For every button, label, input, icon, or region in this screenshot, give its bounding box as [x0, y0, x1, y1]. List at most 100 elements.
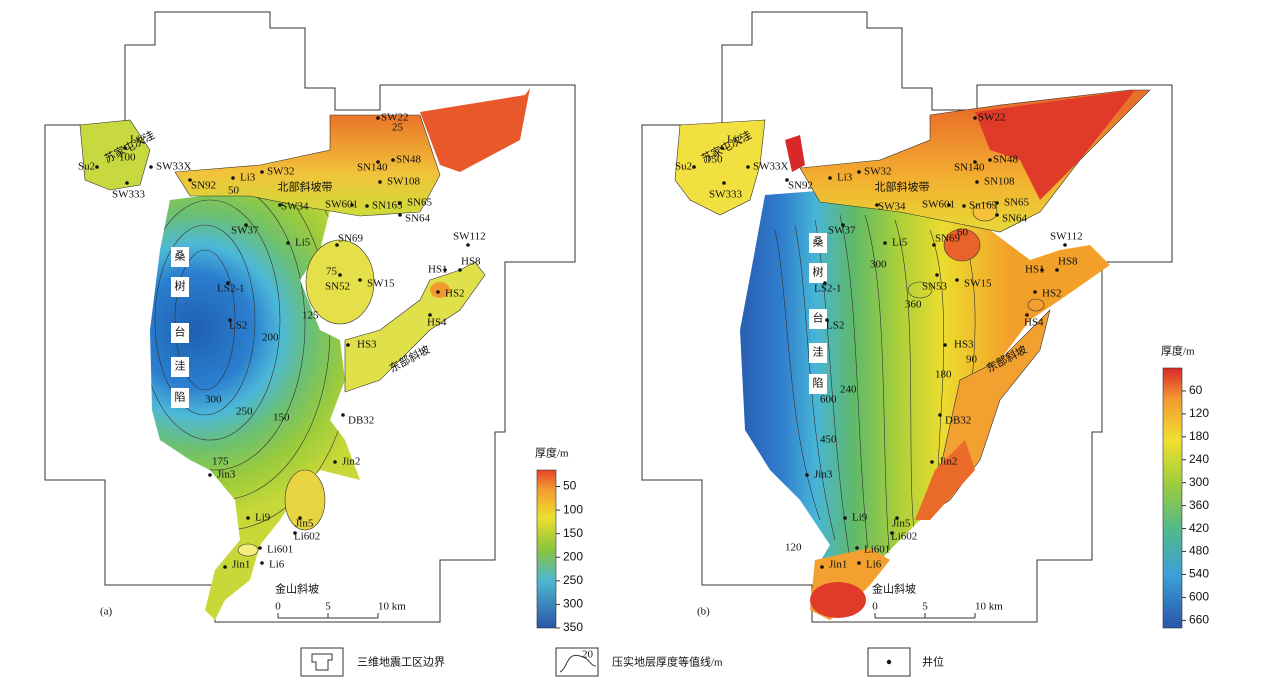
contour-label: 250: [236, 406, 253, 418]
region-label: 金山斜坡: [872, 582, 916, 596]
well: [443, 268, 447, 272]
well: [975, 180, 979, 184]
well: [346, 343, 350, 347]
well: [398, 213, 402, 217]
well-label: HS3: [357, 339, 377, 351]
well: [338, 273, 342, 277]
well-label: SW112: [1050, 231, 1083, 243]
well-label: Jin2: [342, 456, 360, 468]
well-label: SN140: [954, 162, 985, 174]
well-label: SW34: [281, 201, 309, 213]
well-label: SW601: [922, 199, 955, 211]
well: [378, 180, 382, 184]
well: [398, 201, 402, 205]
contour-label: 150: [706, 154, 723, 166]
well: [231, 176, 235, 180]
well: [890, 531, 894, 535]
well: [260, 561, 264, 565]
well-label: Jin5: [892, 518, 911, 530]
colorbar-tick-label: 660: [1189, 613, 1209, 627]
region-label: 桑: [175, 250, 186, 263]
well: [828, 176, 832, 180]
well-label: Sn165: [969, 200, 998, 212]
well: [995, 213, 999, 217]
well: [995, 201, 999, 205]
well-label: Li602: [294, 531, 320, 543]
well: [391, 158, 395, 162]
well: [188, 178, 192, 182]
legend-icon-well: [867, 647, 911, 677]
legend-label: 压实地层厚度等值线/m: [612, 655, 723, 669]
well: [125, 181, 129, 185]
well: [293, 531, 297, 535]
high-zone: [943, 228, 981, 262]
region-label: 树: [175, 279, 186, 293]
well-label: SW112: [453, 231, 486, 243]
region-label: 洼: [813, 345, 824, 359]
contour-label: 600: [820, 394, 837, 406]
high-zone: [305, 239, 375, 325]
well-label: Li2: [727, 134, 742, 146]
well-label: SN64: [405, 213, 431, 225]
well-label: DB32: [348, 415, 374, 427]
well: [883, 241, 887, 245]
region-label: 陷: [813, 376, 824, 390]
well: [376, 160, 380, 164]
high-zone: [972, 202, 998, 222]
contour-label: 150: [273, 412, 290, 424]
well-label: Li9: [255, 512, 271, 524]
well-label: SW333: [112, 189, 146, 201]
region-label-box: [809, 343, 827, 363]
high-zone: [284, 469, 326, 531]
well: [943, 343, 947, 347]
well-label: Jin2: [939, 456, 957, 468]
well-label: SW32: [864, 166, 892, 178]
well-label: SW32: [267, 166, 295, 178]
well-label: Jin1: [232, 559, 250, 571]
region-label: 桑: [813, 236, 824, 249]
well: [785, 178, 789, 182]
well: [935, 273, 939, 277]
colorbar: [1162, 367, 1183, 629]
contour-label: 450: [820, 434, 837, 446]
well-label: SN65: [407, 197, 433, 209]
colorbar-tick-label: 480: [1189, 544, 1209, 558]
colorbar-tick-label: 420: [1189, 521, 1209, 535]
contour-label: 300: [205, 394, 222, 406]
well: [855, 546, 859, 550]
well: [746, 165, 750, 169]
well-label: HS3: [954, 339, 974, 351]
legend-icon-contour-line: [559, 654, 597, 673]
well: [857, 170, 861, 174]
contour-label: 90: [966, 354, 978, 366]
scale-bar-label: 5: [922, 601, 928, 613]
contour-label: 360: [905, 299, 922, 311]
colorbar-tick-label: 60: [1189, 383, 1203, 397]
well: [823, 281, 827, 285]
well: [841, 223, 845, 227]
scale-bar-label: 10 km: [975, 601, 1003, 613]
legend-icon-boundary-shape: [311, 653, 333, 671]
region-label-box: [809, 374, 827, 394]
well-label: Jin3: [814, 469, 833, 481]
region-label: 金山斜坡: [275, 582, 319, 596]
well: [286, 241, 290, 245]
well-label: LS2: [229, 320, 247, 332]
colorbar-tick-label: 360: [1189, 498, 1209, 512]
well-label: Li602: [891, 531, 917, 543]
well: [226, 281, 230, 285]
high-zone: [915, 440, 975, 520]
ne-field: [420, 88, 530, 172]
well: [805, 473, 809, 477]
legend-contour-value: 20: [582, 649, 594, 661]
colorbar-tick-label: 120: [1189, 406, 1209, 420]
well: [335, 243, 339, 247]
well-label: SN140: [357, 162, 388, 174]
scale-bar-label: 0: [872, 601, 878, 613]
well: [973, 160, 977, 164]
well-label: SN52: [325, 281, 350, 293]
well-label: HS2: [445, 288, 465, 300]
well: [278, 203, 282, 207]
well-label: Li9: [852, 512, 868, 524]
